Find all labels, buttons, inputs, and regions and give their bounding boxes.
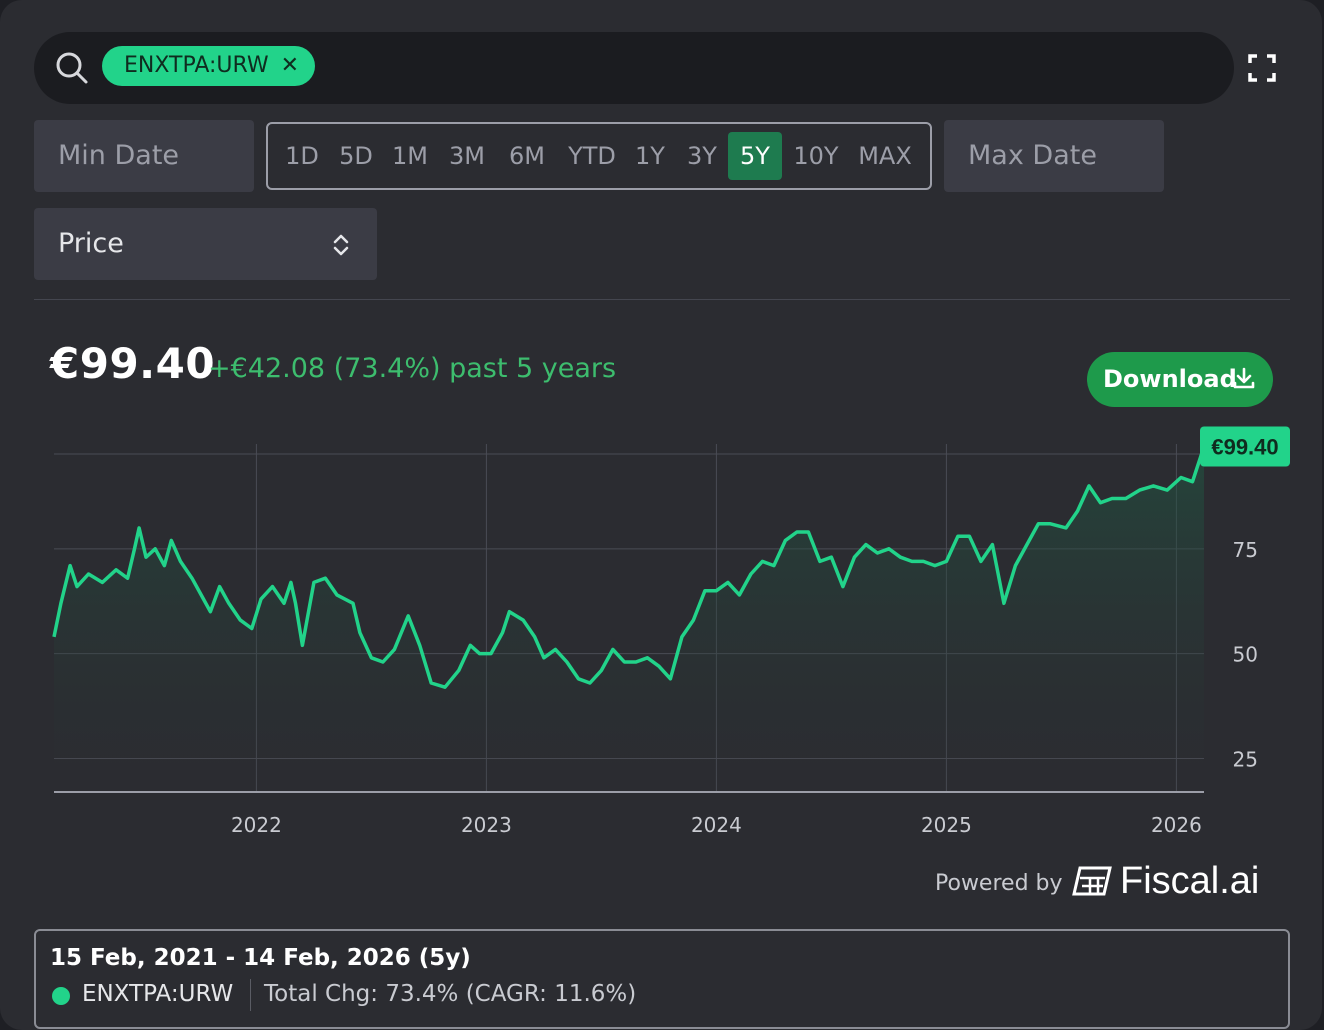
range-selector: 1D 5D 1M 3M 6M YTD 1Y 3Y 5Y 10Y MAX bbox=[266, 122, 932, 190]
price-line bbox=[52, 445, 1206, 689]
last-price-badge: €99.40 bbox=[1200, 426, 1290, 467]
last-price-label: €99.40 bbox=[1211, 435, 1278, 460]
price-change: +€42.08 (73.4%) past 5 years bbox=[208, 353, 617, 384]
search-icon[interactable] bbox=[54, 50, 90, 86]
divider bbox=[34, 299, 1290, 300]
series-dot-icon bbox=[52, 987, 70, 1005]
y-tick-label: 50 bbox=[1233, 643, 1258, 667]
y-tick-label: 25 bbox=[1233, 747, 1258, 771]
x-tick-label: 2024 bbox=[691, 813, 742, 837]
x-tick-label: 2022 bbox=[231, 813, 282, 837]
y-tick-label: 75 bbox=[1233, 538, 1258, 562]
download-label: Download bbox=[1103, 365, 1237, 393]
expand-icon[interactable] bbox=[1246, 52, 1278, 84]
range-6m[interactable]: 6M bbox=[509, 142, 545, 170]
summary-total-change: Total Chg: 73.4% (CAGR: 11.6%) bbox=[264, 981, 637, 1007]
range-1y[interactable]: 1Y bbox=[635, 142, 665, 170]
fiscal-logo-icon bbox=[1072, 866, 1112, 896]
range-1m[interactable]: 1M bbox=[392, 142, 428, 170]
brand-name: Fiscal.ai bbox=[1120, 860, 1260, 902]
metric-select[interactable]: Price bbox=[34, 208, 377, 280]
range-3m[interactable]: 3M bbox=[449, 142, 485, 170]
price-chart[interactable]: 25 50 75 2022 2023 2024 2025 2026 €99.40 bbox=[0, 420, 1324, 850]
ticker-chip-label: ENXTPA:URW bbox=[124, 53, 269, 78]
price-area bbox=[54, 446, 1204, 792]
x-tick-label: 2025 bbox=[921, 813, 972, 837]
close-icon[interactable]: ✕ bbox=[280, 53, 300, 78]
range-10y[interactable]: 10Y bbox=[793, 142, 839, 170]
range-5y[interactable]: 5Y bbox=[728, 132, 782, 180]
range-ytd[interactable]: YTD bbox=[568, 142, 616, 170]
current-price: €99.40 bbox=[50, 339, 216, 388]
chevron-up-down-icon bbox=[333, 234, 349, 256]
x-tick-label: 2023 bbox=[461, 813, 512, 837]
powered-by-label: Powered by bbox=[935, 871, 1063, 896]
summary-separator bbox=[250, 979, 251, 1011]
metric-select-label: Price bbox=[58, 228, 124, 259]
search-bar[interactable]: ENXTPA:URW ✕ bbox=[34, 32, 1234, 104]
summary-range: 15 Feb, 2021 - 14 Feb, 2026 (5y) bbox=[50, 945, 471, 971]
range-3y[interactable]: 3Y bbox=[687, 142, 717, 170]
x-tick-label: 2026 bbox=[1151, 813, 1202, 837]
summary-panel: 15 Feb, 2021 - 14 Feb, 2026 (5y) ENXTPA:… bbox=[34, 929, 1290, 1029]
download-icon bbox=[1233, 367, 1255, 389]
range-5d[interactable]: 5D bbox=[339, 142, 373, 170]
range-1d[interactable]: 1D bbox=[285, 142, 319, 170]
summary-ticker: ENXTPA:URW bbox=[82, 981, 234, 1007]
range-max[interactable]: MAX bbox=[858, 142, 912, 170]
ticker-chip[interactable]: ENXTPA:URW ✕ bbox=[102, 46, 316, 86]
max-date-field[interactable]: Max Date bbox=[944, 120, 1164, 192]
min-date-field[interactable]: Min Date bbox=[34, 120, 254, 192]
